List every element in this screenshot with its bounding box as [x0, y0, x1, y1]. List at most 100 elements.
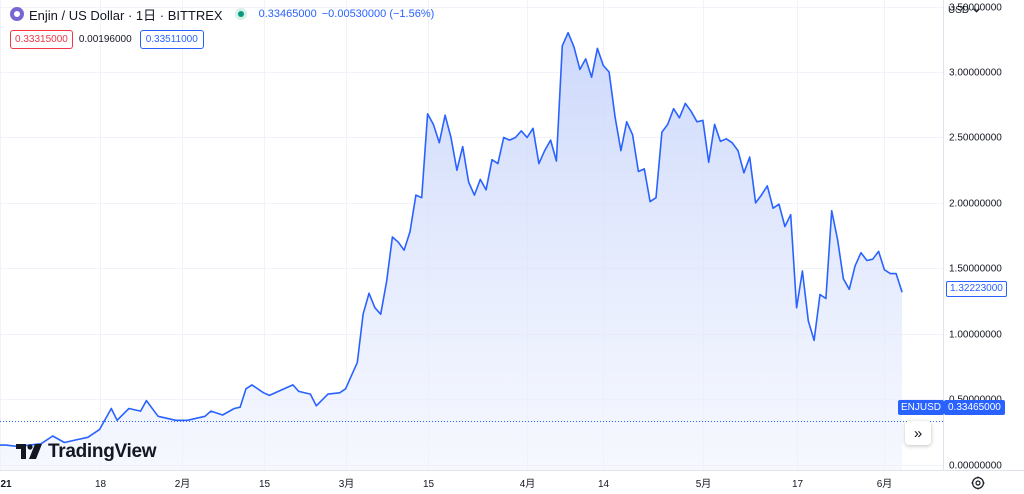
price-point [901, 291, 903, 293]
price-point [796, 307, 798, 309]
price-point [831, 210, 833, 212]
price-point [491, 159, 493, 161]
price-point [837, 239, 839, 241]
spread-value: 0.00196000 [78, 33, 132, 45]
tradingview-logo[interactable]: TradingView [16, 441, 157, 463]
price-point [807, 320, 809, 322]
price-point [298, 390, 300, 392]
price-point [714, 123, 716, 125]
x-tick-label: 6月 [877, 478, 893, 490]
price-point [801, 270, 804, 272]
ask-price-box[interactable]: 0.33511000 [139, 29, 204, 49]
price-point [520, 130, 522, 132]
price-point [280, 389, 282, 391]
price-point [116, 419, 118, 421]
double-chevron-right-icon: » [913, 424, 923, 442]
price-point [497, 163, 499, 165]
price-point [210, 410, 212, 412]
price-point [268, 394, 270, 396]
time-axis: 2021 18 2月 15 3月 15 4月 14 5月 17 6月 [0, 478, 892, 490]
price-point [579, 68, 581, 70]
price-point [608, 71, 610, 73]
price-point [743, 172, 745, 174]
bid-ask-row: 0.33315000 0.00196000 0.33511000 [10, 29, 204, 49]
price-point [637, 170, 640, 173]
price-point [725, 138, 727, 140]
price-point [538, 163, 540, 165]
price-line [0, 31, 903, 448]
last-price: 0.33465000 [258, 8, 317, 20]
price-point [204, 415, 206, 417]
price-point [813, 339, 815, 341]
price-point [345, 388, 347, 390]
price-point [872, 258, 874, 260]
price-point [75, 439, 77, 441]
price-point [544, 150, 546, 152]
price-point [292, 384, 294, 386]
chart-settings-button[interactable] [970, 475, 986, 491]
x-tick-label: 15 [259, 479, 271, 490]
price-point [661, 131, 663, 133]
price-point [784, 225, 786, 228]
bid-price-box[interactable]: 0.33315000 [10, 29, 73, 49]
price-point [99, 428, 101, 430]
symbol-title[interactable]: Enjin / US Dollar · 1日 · BITTREX [29, 7, 223, 23]
price-point [380, 313, 382, 315]
price-point [444, 114, 446, 116]
price-point [409, 231, 411, 233]
price-point [110, 407, 112, 410]
price-point [614, 115, 616, 118]
price-point [567, 32, 569, 34]
price-point [626, 121, 628, 123]
price-point [632, 134, 634, 136]
price-point [755, 202, 757, 204]
price-point [315, 405, 317, 407]
price-point [468, 181, 470, 183]
price-point [415, 194, 417, 196]
x-tick-label: 18 [95, 479, 107, 490]
currency-label: USD [948, 5, 970, 16]
y-tick-label: 1.00000000 [949, 330, 1002, 341]
price-point [555, 160, 558, 162]
price-point [719, 140, 722, 142]
price-point [432, 123, 434, 125]
price-point [895, 273, 897, 275]
price-point [643, 168, 645, 170]
price-point [473, 194, 475, 196]
price-point [239, 406, 241, 408]
price-point [175, 419, 177, 421]
currency-selector[interactable]: USD [948, 5, 980, 16]
price-point [421, 197, 423, 199]
price-point [356, 362, 358, 364]
price-point [391, 236, 393, 238]
symbol-legend[interactable]: Enjin / US Dollar · 1日 · BITTREX 0.33465… [10, 5, 434, 23]
price-point [702, 119, 704, 121]
x-tick-label: 3月 [339, 478, 355, 490]
current-price-tag: 0.33465000 [944, 400, 1005, 415]
price-point [696, 121, 698, 123]
price-point [819, 294, 821, 296]
price-point [5, 444, 7, 446]
scroll-to-realtime-button[interactable]: » [905, 421, 931, 445]
y-tick-label: 0.00000000 [949, 461, 1002, 472]
price-point [602, 64, 604, 67]
price-point [749, 156, 751, 158]
price-point [585, 58, 587, 60]
y-tick-label: 1.50000000 [949, 264, 1002, 275]
price-point [842, 278, 845, 280]
price-point [655, 197, 657, 199]
price-point [667, 123, 669, 125]
x-tick-label: 15 [423, 479, 435, 490]
price-point [186, 419, 188, 421]
tradingview-logo-icon [16, 444, 42, 459]
price-point [140, 410, 142, 412]
market-status-icon[interactable] [234, 8, 247, 20]
price-point [825, 297, 827, 300]
price-point [772, 207, 774, 209]
y-tick-label: 2.50000000 [949, 133, 1002, 144]
price-point [87, 436, 89, 438]
price-point [63, 441, 65, 444]
price-point [485, 189, 487, 191]
price-point [503, 136, 505, 139]
